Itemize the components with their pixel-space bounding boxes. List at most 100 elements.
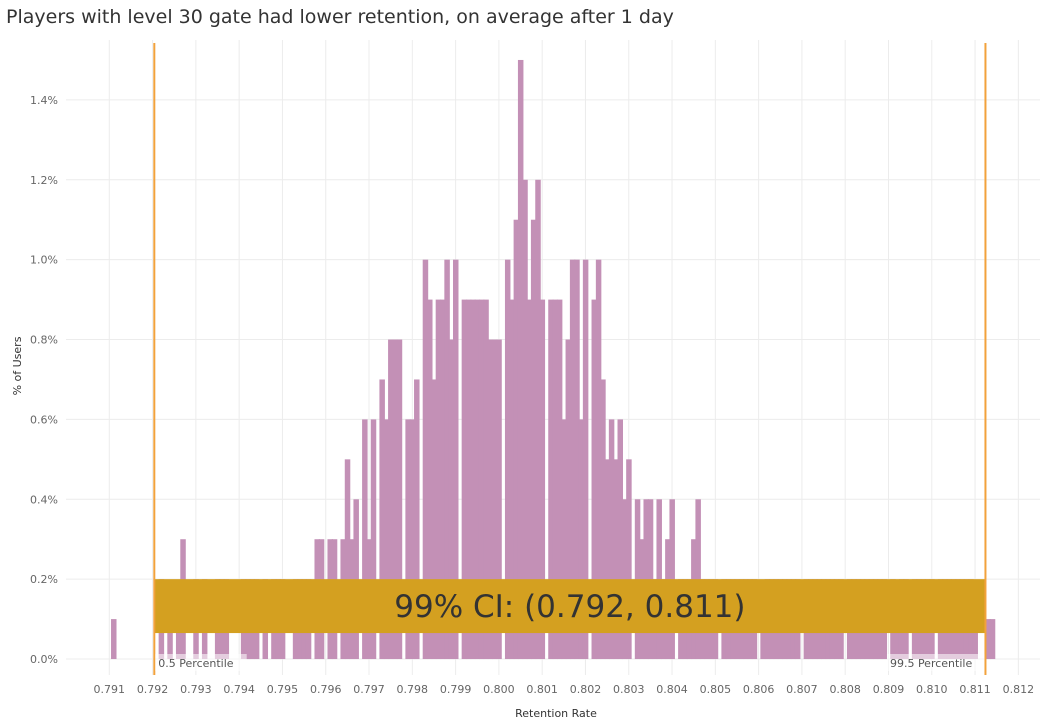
y-tick-label: 0.0%: [30, 653, 58, 666]
histogram-bar: [548, 299, 554, 660]
histogram-bar: [431, 379, 437, 660]
histogram-bars: [111, 59, 996, 660]
histogram-bar: [370, 419, 377, 660]
y-tick-label: 1.0%: [30, 254, 58, 267]
ci-label: 99% CI: (0.792, 0.811): [394, 589, 745, 625]
x-tick-label: 0.811: [959, 683, 991, 696]
ci-band: [154, 579, 986, 634]
histogram-bar: [453, 259, 459, 660]
histogram-bar: [409, 419, 416, 660]
x-tick-label: 0.793: [180, 683, 212, 696]
histogram-bar: [383, 419, 390, 660]
histogram-bar: [175, 619, 182, 660]
histogram-bar: [578, 419, 585, 660]
percentile-label: 0.5 Percentile: [158, 657, 233, 670]
histogram-bar: [556, 299, 563, 660]
histogram-bar: [392, 339, 398, 660]
histogram-bar: [565, 339, 572, 660]
confidence-interval-band: 99% CI: (0.792, 0.811): [154, 579, 986, 634]
x-tick-label: 0.810: [916, 683, 948, 696]
histogram-bar: [626, 459, 632, 660]
x-tick-label: 0.803: [613, 683, 645, 696]
histogram-bar: [526, 299, 533, 660]
x-tick-label: 0.801: [526, 683, 558, 696]
histogram-bar: [574, 259, 580, 660]
histogram-bar: [972, 619, 978, 660]
x-tick-label: 0.798: [397, 683, 429, 696]
x-tick-label: 0.800: [483, 683, 515, 696]
y-tick-label: 1.4%: [30, 94, 58, 107]
y-tick-label: 0.4%: [30, 493, 58, 506]
histogram-bar: [617, 419, 623, 660]
histogram-bar: [461, 299, 468, 660]
histogram-bar: [470, 299, 476, 660]
histogram-bar: [379, 379, 385, 660]
histogram-bar: [561, 419, 567, 660]
histogram-bar: [465, 299, 472, 660]
histogram-bar: [985, 619, 991, 660]
y-axis-title: % of Users: [11, 336, 24, 395]
histogram-bar: [504, 259, 511, 660]
histogram-bar: [396, 339, 403, 660]
percentile-label: 99.5 Percentile: [890, 657, 972, 670]
histogram-bar: [388, 339, 394, 660]
x-tick-label: 0.791: [94, 683, 126, 696]
x-tick-label: 0.808: [829, 683, 861, 696]
histogram-bar: [478, 299, 485, 660]
histogram-bar: [604, 459, 611, 660]
histogram-bar: [613, 459, 619, 660]
histogram-bar: [440, 299, 446, 660]
x-tick-label: 0.804: [656, 683, 688, 696]
histogram-bar: [552, 299, 559, 660]
histogram-bar: [513, 219, 520, 660]
y-tick-label: 0.8%: [30, 334, 58, 347]
histogram-bar: [569, 259, 576, 660]
histogram-bar: [600, 379, 606, 660]
x-tick-label: 0.796: [310, 683, 342, 696]
x-tick-label: 0.797: [353, 683, 385, 696]
histogram-bar: [535, 179, 541, 660]
histogram-bar: [487, 339, 494, 660]
histogram-bar: [496, 339, 502, 660]
histogram-bar: [422, 259, 429, 660]
histogram-bar: [522, 179, 528, 660]
y-tick-label: 1.2%: [30, 174, 58, 187]
histogram-bar: [435, 299, 442, 660]
histogram-bar: [444, 259, 450, 660]
histogram-bar: [483, 299, 489, 660]
histogram-bar: [582, 259, 589, 660]
percentile-lines: 0.5 Percentile 99.5 Percentile: [153, 43, 987, 675]
histogram-bar: [448, 339, 455, 660]
x-tick-label: 0.799: [440, 683, 472, 696]
x-tick-label: 0.802: [570, 683, 602, 696]
x-axis-ticks: 0.791 0.792 0.793 0.794 0.795 0.796 0.797 0.798…: [94, 683, 1035, 696]
histogram-bar: [989, 619, 996, 660]
histogram-bar: [414, 379, 420, 660]
histogram-bar: [760, 619, 766, 660]
x-tick-label: 0.805: [700, 683, 732, 696]
y-tick-label: 0.2%: [30, 573, 58, 586]
percentile-label-bg: [155, 654, 247, 671]
histogram-bar: [517, 59, 524, 660]
x-tick-label: 0.794: [223, 683, 255, 696]
y-tick-label: 0.6%: [30, 413, 58, 426]
histogram-bar: [474, 299, 481, 660]
percentile-label-bg: [886, 654, 985, 671]
histogram-bar: [362, 419, 368, 660]
x-tick-label: 0.807: [786, 683, 818, 696]
histogram-bar: [344, 459, 351, 660]
x-tick-label: 0.792: [137, 683, 169, 696]
x-tick-label: 0.809: [873, 683, 905, 696]
histogram-bar: [405, 419, 411, 660]
y-axis-ticks: 0.0% 0.2% 0.4% 0.6% 0.8% 1.0% 1.2% 1.4%: [30, 94, 58, 666]
histogram-bar: [608, 419, 615, 660]
histogram-bar: [427, 299, 433, 660]
histogram-bar: [539, 299, 546, 660]
histogram-bar: [491, 339, 498, 660]
histogram-bar: [591, 299, 598, 660]
histogram-bar: [509, 299, 515, 660]
chart-title: Players with level 30 gate had lower ret…: [6, 6, 674, 28]
x-tick-label: 0.806: [743, 683, 775, 696]
histogram-bar: [894, 619, 901, 660]
